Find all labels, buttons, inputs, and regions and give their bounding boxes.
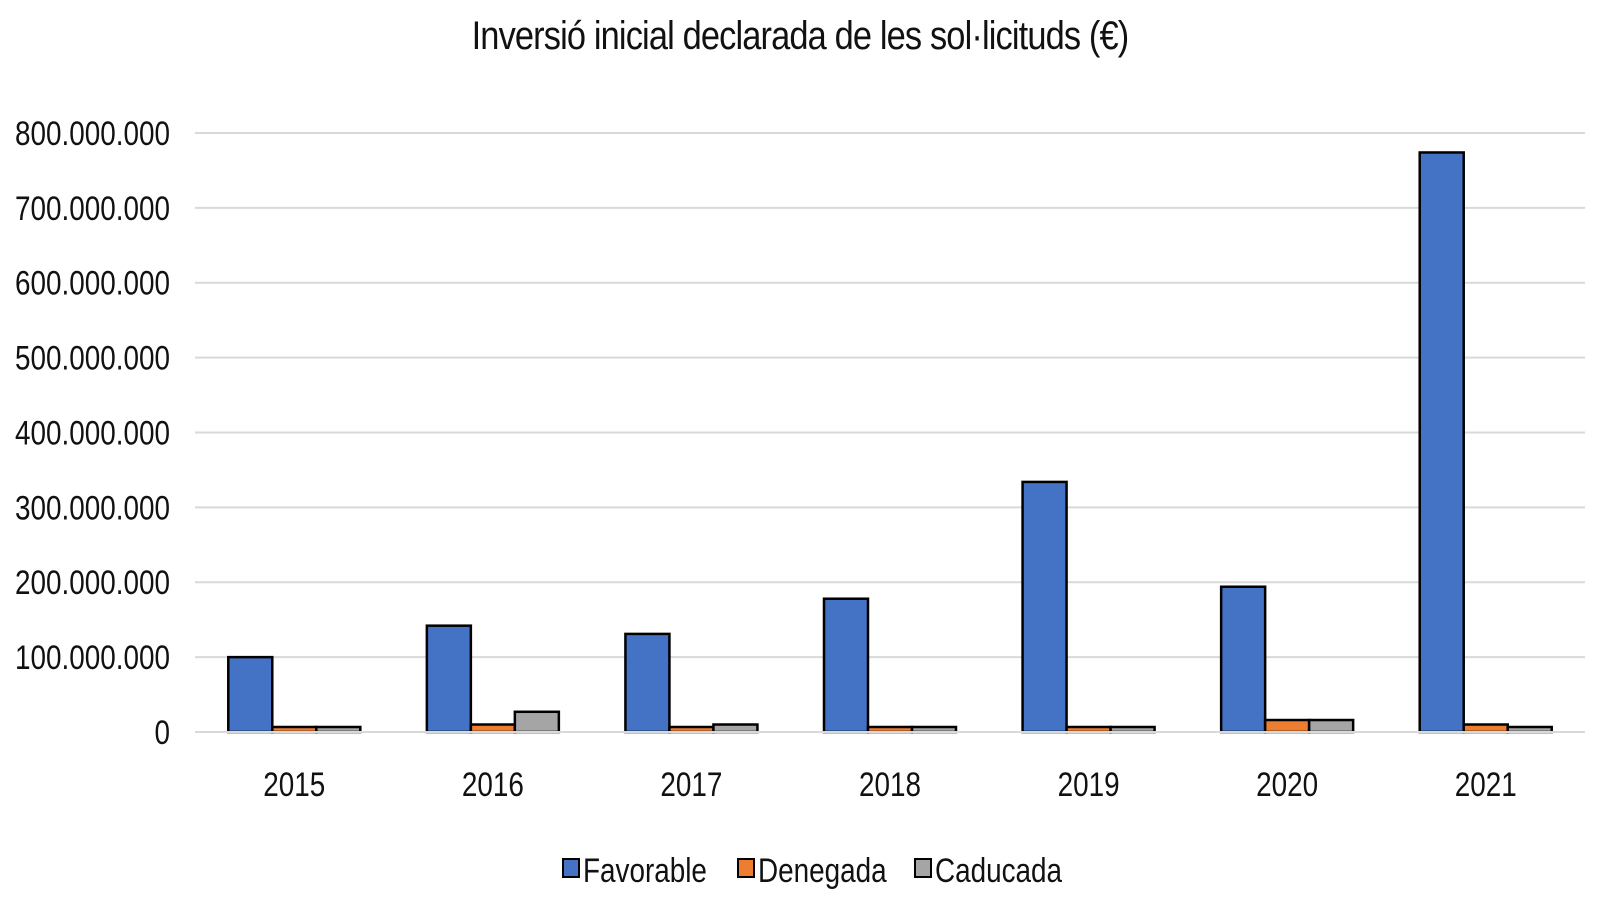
bar-favorable-2017 bbox=[624, 632, 671, 734]
y-tick-label: 0 bbox=[154, 713, 170, 751]
y-tick-label: 800.000.000 bbox=[15, 114, 170, 152]
bar-caducada-2020 bbox=[1307, 718, 1355, 734]
chart-title: Inversió inicial declarada de les sol·li… bbox=[471, 14, 1130, 58]
legend-swatch-favorable bbox=[562, 858, 580, 878]
x-tick-label: 2015 bbox=[263, 765, 325, 803]
y-tick-label: 600.000.000 bbox=[15, 264, 170, 302]
y-tick-label: 500.000.000 bbox=[15, 339, 170, 377]
x-tick-label: 2020 bbox=[1256, 765, 1318, 803]
legend-swatch-caducada bbox=[914, 858, 932, 878]
bar-caducada-2016 bbox=[513, 710, 561, 734]
bar-favorable-2018 bbox=[822, 597, 870, 734]
y-tick-label: 200.000.000 bbox=[15, 564, 170, 602]
x-tick-label: 2019 bbox=[1058, 765, 1120, 803]
bar-favorable-2020 bbox=[1219, 585, 1267, 734]
y-tick-label: 100.000.000 bbox=[15, 639, 170, 677]
bar-denegada-2016 bbox=[469, 723, 517, 734]
legend-label-denegada: Denegada bbox=[758, 851, 887, 889]
legend-swatch-denegada bbox=[737, 858, 755, 878]
bar-caducada-2017 bbox=[712, 723, 759, 734]
legend-label-favorable: Favorable bbox=[583, 851, 707, 889]
y-tick-label: 700.000.000 bbox=[15, 189, 170, 227]
y-tick-label: 400.000.000 bbox=[15, 414, 170, 452]
x-tick-label: 2016 bbox=[462, 765, 524, 803]
bar-denegada-2021 bbox=[1462, 723, 1509, 734]
bar-favorable-2021 bbox=[1418, 151, 1465, 734]
x-tick-label: 2021 bbox=[1455, 765, 1517, 803]
y-tick-label: 300.000.000 bbox=[15, 489, 170, 527]
bar-denegada-2020 bbox=[1263, 718, 1311, 734]
legend-label-caducada: Caducada bbox=[935, 851, 1063, 889]
bar-favorable-2016 bbox=[425, 624, 473, 734]
bar-favorable-2019 bbox=[1021, 480, 1068, 734]
x-tick-label: 2018 bbox=[859, 765, 921, 803]
x-tick-label: 2017 bbox=[660, 765, 722, 803]
bar-favorable-2015 bbox=[227, 655, 274, 734]
